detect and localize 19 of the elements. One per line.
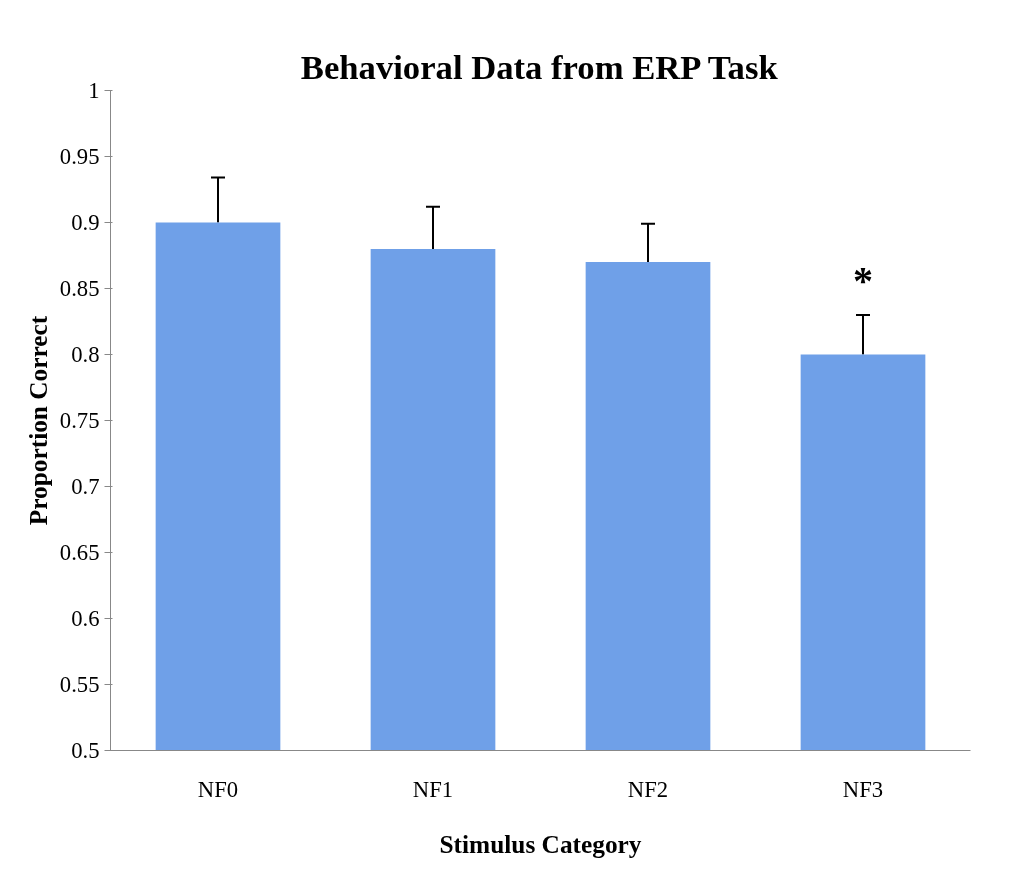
x-tick-label: NF1 [412, 776, 454, 802]
y-tick-label: 0.65 [59, 540, 100, 565]
chart-title: Behavioral Data from ERP Task [300, 47, 779, 86]
y-axis-title: Proportion Correct [23, 315, 52, 526]
y-tick-label: 0.8 [71, 342, 100, 367]
y-tick-label: 0.85 [59, 276, 100, 301]
y-tick-label: 0.9 [71, 210, 100, 235]
x-tick-label: NF3 [842, 776, 884, 802]
y-tick-label: 1 [88, 78, 100, 103]
x-tick-label: NF2 [627, 776, 669, 802]
y-tick-label: 0.7 [71, 474, 100, 499]
x-axis-title: Stimulus Category [439, 829, 642, 858]
annotation: * [853, 257, 873, 303]
y-tick-label: 0.5 [71, 738, 100, 763]
y-tick-label: 0.6 [71, 606, 100, 631]
x-tick-label: NF0 [197, 776, 239, 802]
y-tick-label: 0.95 [59, 144, 100, 169]
y-tick-label: 0.75 [59, 408, 100, 433]
y-tick-label: 0.55 [59, 672, 100, 697]
